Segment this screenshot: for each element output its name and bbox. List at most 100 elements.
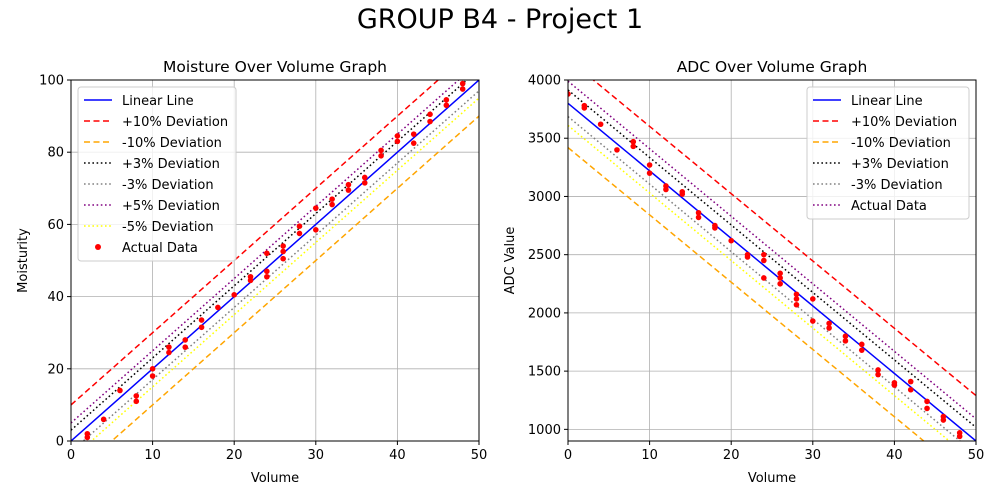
data-point — [777, 280, 783, 287]
data-point — [663, 183, 669, 189]
data-point — [247, 273, 254, 280]
y-tick-label: 2500 — [528, 248, 561, 263]
data-point — [744, 251, 751, 258]
data-point — [410, 131, 417, 137]
legend-label: Linear Line — [122, 94, 194, 109]
data-point — [280, 243, 286, 249]
data-point — [410, 140, 417, 146]
data-point — [296, 223, 303, 230]
data-point — [182, 344, 189, 350]
series-line — [82, 90, 479, 441]
legend-box — [806, 86, 970, 220]
data-point — [296, 230, 303, 237]
x-tick-label: 50 — [968, 448, 985, 463]
data-point — [761, 257, 767, 264]
data-point — [117, 387, 123, 394]
data-point — [459, 86, 466, 92]
series-line — [71, 80, 460, 424]
data-point — [777, 275, 783, 281]
data-point — [182, 337, 189, 343]
data-point — [427, 118, 433, 125]
series-line — [568, 146, 925, 441]
data-point — [891, 379, 898, 386]
series-line — [568, 102, 976, 441]
y-tick-label: 40 — [47, 290, 64, 305]
series-line — [568, 124, 951, 441]
data-point — [793, 291, 800, 298]
data-point — [940, 413, 947, 420]
y-tick-label: 4000 — [528, 74, 561, 89]
data-point — [761, 251, 767, 258]
y-tick-label: 3500 — [528, 132, 561, 147]
data-point — [100, 416, 107, 423]
data-point — [907, 386, 914, 393]
data-point — [858, 341, 865, 348]
y-tick-label: 60 — [47, 218, 64, 233]
data-point — [761, 275, 767, 281]
data-point — [215, 304, 221, 311]
series-line — [71, 80, 468, 431]
x-axis-label: Volume — [748, 471, 796, 486]
data-point — [313, 205, 319, 211]
x-tick-label: 10 — [641, 448, 658, 463]
y-tick-label: 1000 — [528, 423, 561, 438]
data-point — [280, 248, 286, 255]
data-point — [264, 268, 270, 275]
series-line — [90, 97, 479, 441]
data-point — [793, 296, 800, 302]
figure-title: GROUP B4 - Project 1 — [356, 4, 644, 35]
data-point — [133, 398, 140, 405]
data-point — [443, 102, 450, 109]
data-point — [810, 296, 816, 302]
data-point — [695, 214, 702, 221]
data-point — [264, 273, 270, 280]
data-point — [149, 373, 156, 379]
data-point — [810, 318, 816, 324]
data-point — [394, 138, 401, 145]
data-point — [646, 162, 653, 168]
data-point — [443, 97, 450, 103]
data-point — [166, 349, 172, 356]
data-point — [329, 201, 335, 208]
data-point — [264, 250, 270, 257]
legend-label: Linear Line — [851, 94, 923, 109]
series-line — [568, 115, 962, 441]
data-point — [842, 338, 849, 344]
x-tick-label: 20 — [226, 448, 243, 463]
y-axis-label: ADC Value — [503, 227, 518, 295]
legend: Linear Line +10% Deviation -10% Deviation +… — [806, 86, 970, 220]
data-point — [858, 347, 865, 353]
data-point — [361, 174, 368, 181]
data-point — [728, 237, 734, 244]
legend: Linear Line +10% Deviation -10% Deviation +… — [77, 86, 237, 262]
legend-label: +3% Deviation — [122, 157, 220, 172]
data-point — [646, 170, 653, 176]
axes-frame — [70, 79, 480, 442]
data-point — [329, 196, 335, 202]
y-axis-label: Moisturity — [16, 228, 31, 293]
data-point — [826, 325, 832, 331]
chart-1: 0 10 20 30 40 50 0 20 40 60 80 100 Moisture Over Vol… — [16, 58, 487, 486]
data-point — [345, 181, 352, 188]
legend-label: -10% Deviation — [851, 136, 951, 151]
data-point — [198, 324, 205, 331]
x-tick-label: 40 — [389, 448, 406, 463]
axes-frame — [567, 79, 977, 442]
series-line — [568, 80, 976, 420]
series-line — [71, 80, 440, 406]
y-tick-label: 3000 — [528, 190, 561, 205]
data-point — [597, 121, 604, 128]
data-point — [568, 91, 571, 97]
y-tick-label: 0 — [56, 435, 64, 450]
data-point — [231, 291, 237, 298]
legend-label: -3% Deviation — [851, 178, 943, 193]
chart-title: ADC Over Volume Graph — [677, 58, 868, 76]
data-point — [630, 138, 637, 145]
plot-area — [568, 80, 976, 441]
data-point — [793, 301, 800, 308]
data-point — [280, 255, 286, 262]
data-point — [378, 147, 384, 154]
legend-label: Actual Data — [122, 241, 198, 256]
x-axis-label: Volume — [251, 471, 299, 486]
